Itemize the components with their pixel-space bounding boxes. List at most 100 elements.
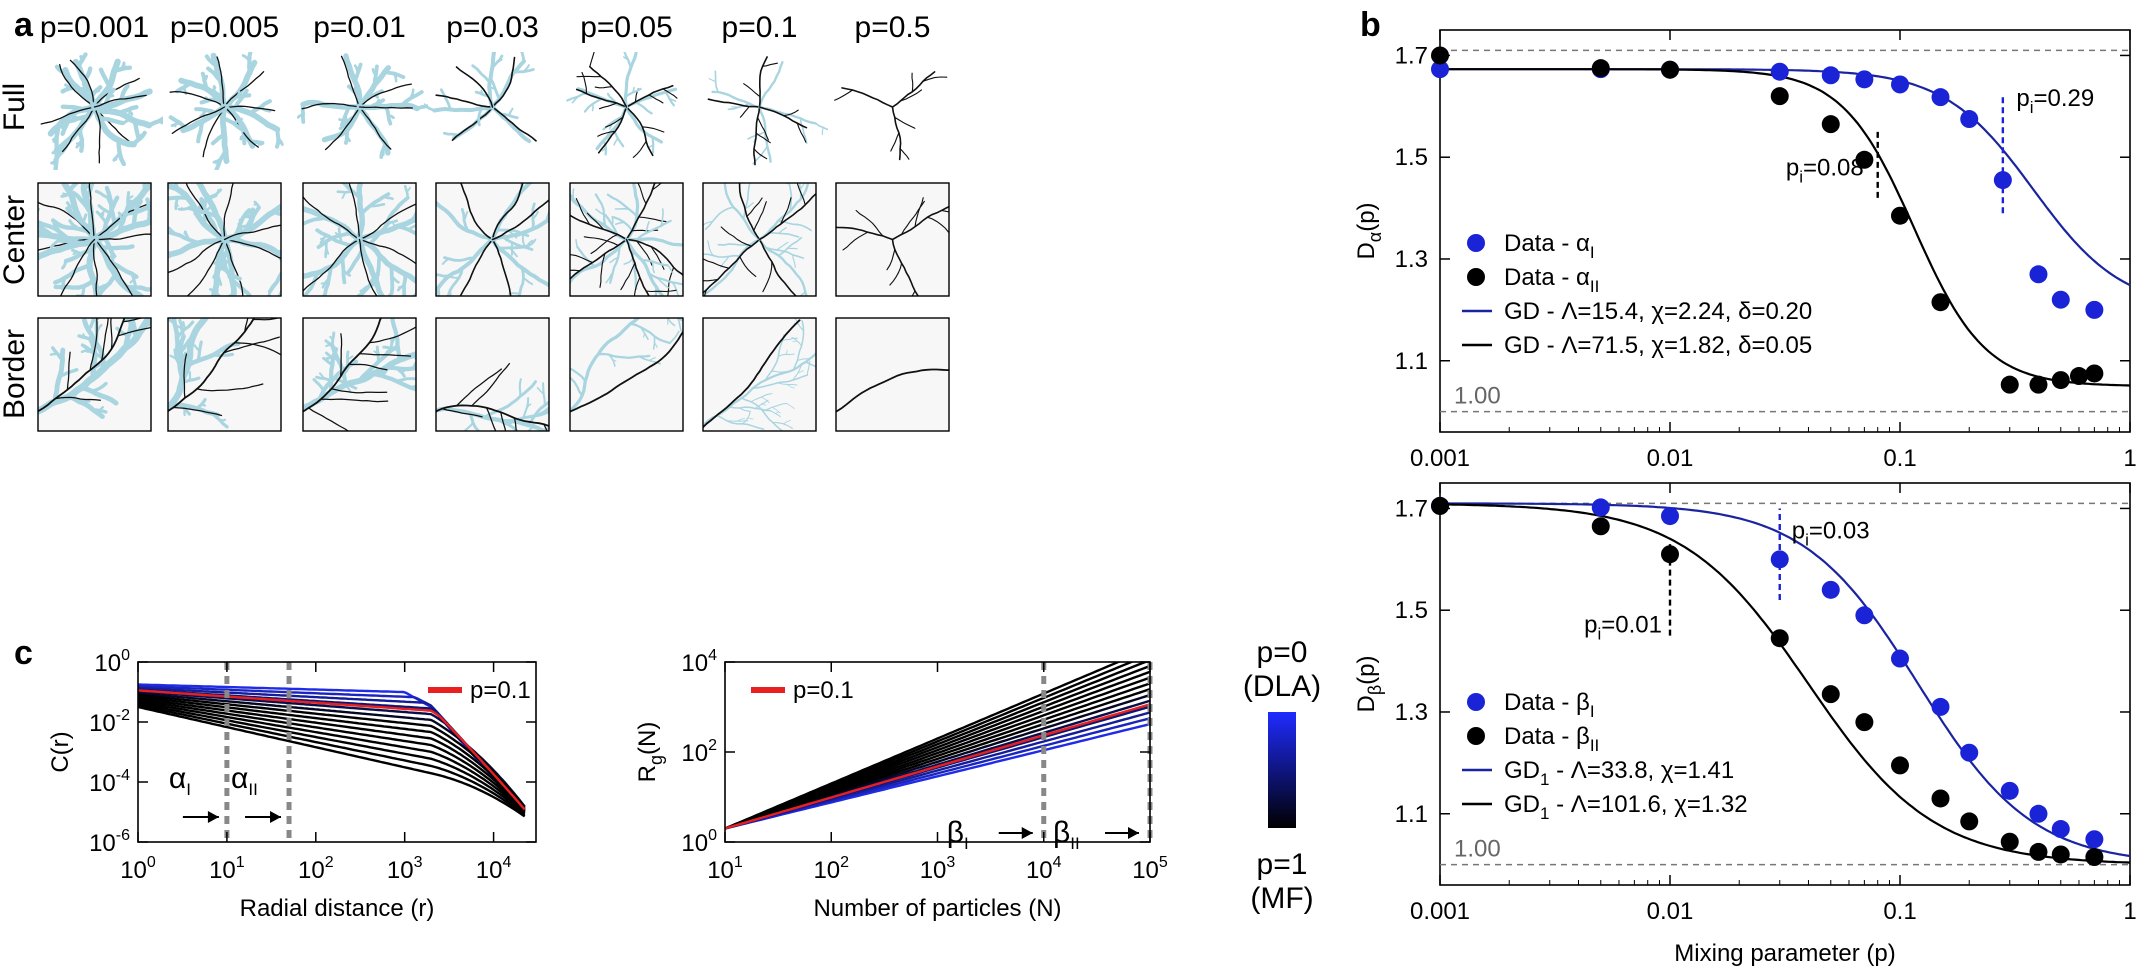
branch [429, 228, 435, 230]
marker-arrowhead [207, 811, 219, 823]
branch [625, 238, 651, 296]
branch [780, 197, 792, 225]
branch [100, 318, 109, 362]
branch [443, 131, 461, 137]
branch [645, 289, 677, 293]
branch [171, 106, 226, 135]
branch [176, 324, 183, 330]
branch [95, 89, 99, 93]
legend-label: p=0.1 [793, 677, 854, 704]
x-tick-label: 0.01 [1647, 898, 1694, 925]
reference-label: 1.00 [1454, 383, 1501, 410]
branch [346, 137, 350, 142]
branch [836, 368, 949, 413]
marker-arrowhead [1128, 827, 1139, 839]
aggregate-image [702, 317, 817, 432]
aggregate-image [835, 317, 950, 432]
branch [110, 318, 113, 350]
colorbar-gradient [1268, 712, 1296, 828]
branch [138, 133, 143, 141]
branch [575, 198, 591, 225]
image-frame [302, 317, 417, 432]
branch [771, 406, 781, 414]
branch [829, 154, 843, 185]
branch [753, 106, 761, 166]
branch [471, 64, 491, 84]
branch [777, 236, 803, 257]
branch [518, 378, 522, 398]
branch [490, 216, 549, 242]
branch [348, 363, 388, 371]
branch [221, 236, 237, 296]
panel-label-c: c [14, 634, 33, 672]
branch [806, 151, 812, 160]
aggregate-image [302, 317, 417, 432]
data-point [1661, 545, 1679, 564]
panel-label-a: a [14, 6, 34, 44]
backbone [836, 209, 894, 251]
backbone [358, 238, 378, 296]
branch [621, 440, 627, 441]
aggregate-image [435, 317, 627, 447]
branch [570, 195, 573, 198]
backbone [40, 106, 96, 125]
branch [776, 241, 789, 251]
backbone [223, 238, 244, 296]
branch [329, 335, 334, 341]
branch [941, 209, 949, 213]
data-point [1770, 629, 1789, 648]
branch [914, 197, 924, 228]
backbone [185, 183, 226, 241]
backbone [38, 201, 96, 241]
branch [563, 305, 575, 307]
branch [303, 205, 363, 243]
annotation-label: pi=0.01 [1584, 612, 1662, 644]
branch [455, 66, 494, 108]
image-box [836, 318, 949, 431]
branch [109, 93, 113, 98]
image-frame [569, 317, 684, 432]
branch [287, 183, 289, 187]
branch [75, 183, 79, 185]
x-tick-label: 104 [1026, 854, 1062, 884]
branch [772, 303, 782, 306]
branch [462, 421, 475, 431]
branch [911, 72, 914, 93]
branch [728, 406, 772, 412]
branch [343, 114, 349, 124]
branch [263, 301, 274, 303]
branch [459, 238, 494, 296]
data-point [2069, 367, 2088, 386]
branch [762, 62, 778, 67]
data-point [1855, 150, 1874, 169]
colorbar: p=0 (DLA) p=1 (MF) [1243, 636, 1321, 915]
branch [609, 256, 619, 264]
marker-label: βI [947, 816, 969, 853]
branch [395, 224, 416, 236]
branch [595, 208, 605, 216]
aggregate-image [167, 317, 282, 432]
branch [436, 237, 495, 296]
branch [115, 326, 130, 339]
branch [89, 318, 98, 371]
branch [597, 435, 603, 447]
branch [591, 103, 594, 112]
branch [608, 121, 614, 130]
backbone [223, 238, 281, 260]
branch [80, 348, 90, 354]
backbone [59, 63, 96, 108]
branch [531, 211, 539, 220]
branch [236, 93, 241, 97]
x-tick-label: 0.001 [1410, 445, 1470, 472]
branch [88, 183, 96, 241]
branch [645, 220, 650, 234]
branch [223, 224, 281, 241]
branch [651, 183, 663, 191]
branch [570, 253, 594, 264]
backbone [348, 183, 361, 241]
branch [586, 212, 605, 230]
data-point [1931, 789, 1950, 808]
branch [196, 383, 264, 392]
branch [758, 192, 816, 241]
backbone [435, 94, 494, 108]
